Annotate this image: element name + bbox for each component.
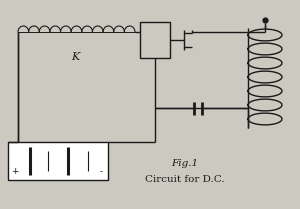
Bar — [140, 22, 170, 58]
Text: +: + — [11, 167, 19, 176]
Text: Circuit for D.C.: Circuit for D.C. — [145, 176, 225, 185]
Text: K: K — [71, 52, 79, 62]
Text: Fig.1: Fig.1 — [171, 158, 199, 167]
Bar — [8, 142, 108, 180]
Text: -: - — [100, 167, 103, 176]
